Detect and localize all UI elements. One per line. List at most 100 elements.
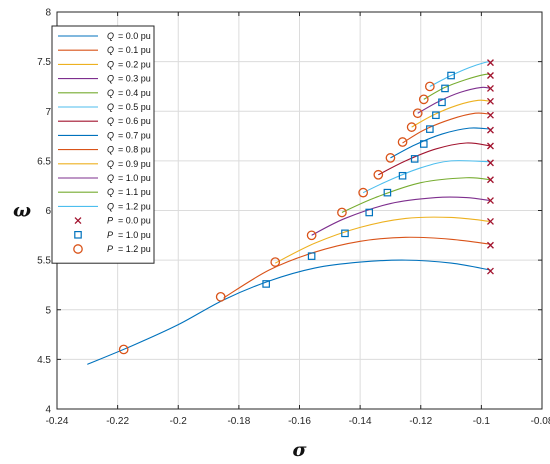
legend-label: = 0.7 pu	[118, 130, 151, 140]
series-line-q-2	[275, 216, 491, 264]
grid	[56, 11, 543, 410]
legend-label: = 1.0 pu	[118, 230, 151, 240]
series-line-q-5	[362, 160, 491, 194]
legend-label: = 0.1 pu	[118, 45, 151, 55]
legend-variable: Q	[107, 88, 114, 98]
marker-circle-point	[358, 187, 369, 198]
x-axis-label: σ	[292, 439, 307, 461]
marker-circle-point	[215, 291, 226, 302]
marker-x-point	[487, 111, 494, 119]
y-tick-label: 8	[45, 8, 51, 19]
legend-label: = 1.1 pu	[118, 187, 151, 197]
legend-label: = 0.8 pu	[118, 145, 151, 155]
legend-label: = 0.6 pu	[118, 116, 151, 126]
marker-square-point	[341, 229, 349, 238]
legend-label: = 1.0 pu	[118, 173, 151, 183]
marker-square-point	[438, 98, 446, 107]
x-tick-label: -0.22	[106, 416, 129, 427]
y-tick-label: 6.5	[37, 156, 51, 167]
marker-x-point	[487, 267, 494, 275]
marker-circle-point	[373, 169, 384, 180]
marker-circle-point	[397, 137, 408, 147]
y-tick-label: 6	[45, 206, 51, 217]
legend-label: = 0.2 pu	[118, 59, 151, 69]
marker-circle-point	[306, 230, 317, 241]
marker-x-point	[487, 72, 494, 79]
marker-circle-point	[424, 81, 435, 92]
series-line-q-1	[223, 236, 491, 299]
legend: Q = 0.0 pu Q = 0.1 pu Q = 0.2 pu Q = 0.3 pu Q = 0…	[51, 25, 155, 264]
marker-square-point	[383, 188, 392, 197]
y-axis-label: ω	[13, 200, 31, 222]
legend-variable: Q	[107, 31, 114, 41]
marker-x-point	[487, 126, 494, 134]
marker-square-point	[398, 171, 407, 180]
y-tick-label: 4	[45, 405, 51, 416]
marker-square-point	[447, 71, 455, 80]
legend-variable: Q	[107, 187, 114, 197]
marker-square-point	[410, 155, 419, 163]
legend-label: = 0.3 pu	[118, 74, 151, 84]
marker-x-point	[487, 159, 494, 167]
y-tick-label: 7	[45, 107, 51, 118]
marker-square-point	[307, 252, 316, 260]
legend-label: = 0.4 pu	[118, 88, 151, 98]
y-tick-label: 4.5	[37, 355, 51, 366]
x-tick-label: -0.2	[170, 416, 188, 427]
legend-label: = 1.2 pu	[118, 244, 151, 254]
legend-variable: Q	[107, 74, 114, 84]
legend-label: = 0.9 pu	[118, 159, 151, 169]
series-line-q-7	[390, 127, 491, 159]
legend-variable: P	[107, 216, 113, 226]
marker-circle-point	[406, 122, 417, 132]
legend-label: = 0.0 pu	[118, 216, 151, 226]
series-line-q-6	[378, 142, 491, 176]
legend-swatch	[74, 231, 82, 239]
x-tick-label: -0.24	[46, 416, 69, 427]
marker-square-point	[419, 140, 428, 148]
series-line-q-3	[311, 196, 491, 236]
series-layer	[87, 61, 491, 365]
marker-square-point	[365, 208, 374, 217]
legend-swatch	[74, 217, 82, 225]
legend-variable: Q	[107, 102, 114, 112]
legend-label: = 0.0 pu	[118, 31, 151, 41]
legend-variable: Q	[107, 173, 114, 183]
legend-variable: Q	[107, 130, 114, 140]
legend-variable: Q	[107, 59, 114, 69]
marker-circle-point	[418, 94, 429, 105]
legend-label: = 0.5 pu	[118, 102, 151, 112]
marker-x-point	[487, 84, 494, 92]
series-line-q-9	[411, 99, 491, 128]
marker-square-point	[441, 84, 449, 93]
marker-circle-point	[385, 153, 396, 163]
legend-swatch	[73, 244, 83, 254]
marker-square-point	[262, 280, 270, 288]
series-line-q-8	[402, 112, 491, 144]
x-tick-label: -0.18	[227, 416, 250, 427]
marker-x-point	[487, 176, 494, 184]
legend-variable: P	[107, 230, 113, 240]
x-tick-label: -0.08	[531, 416, 550, 427]
x-tick-label: -0.12	[409, 416, 432, 427]
legend-variable: Q	[107, 159, 114, 169]
marker-circle-point	[412, 108, 423, 119]
marker-square-point	[426, 125, 434, 133]
y-tick-label: 7.5	[37, 57, 51, 68]
marker-x-point	[487, 59, 494, 67]
legend-variable: Q	[107, 145, 114, 155]
ticks: -0.24 -0.22 -0.2 -0.18 -0.16 -0.14 -0.12 -0.1 -0…	[37, 8, 550, 428]
series-line-q-0	[87, 259, 491, 365]
x-tick-label: -0.1	[473, 416, 491, 427]
marker-layer	[118, 59, 494, 355]
legend-variable: Q	[107, 116, 114, 126]
y-tick-label: 5.5	[37, 256, 51, 267]
y-tick-label: 5	[45, 305, 51, 316]
x-tick-label: -0.16	[288, 416, 311, 427]
marker-x-point	[487, 97, 494, 105]
marker-x-point	[487, 241, 494, 249]
marker-x-point	[487, 142, 494, 150]
marker-circle-point	[337, 207, 347, 218]
series-line-q-12	[429, 61, 491, 87]
